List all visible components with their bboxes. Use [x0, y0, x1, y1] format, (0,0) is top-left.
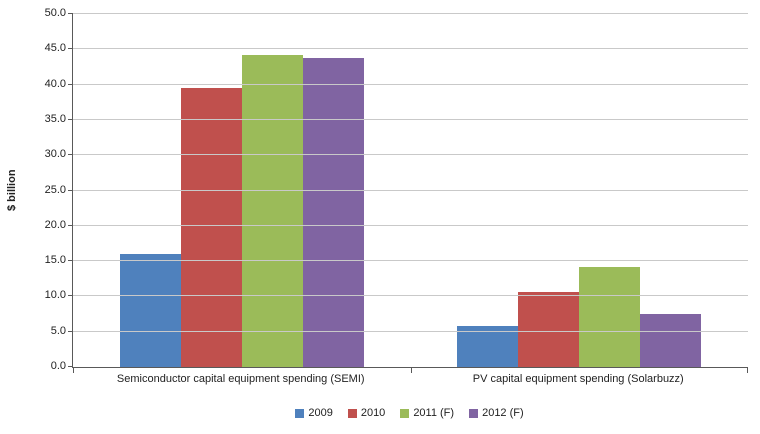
x-axis-tick [410, 368, 412, 373]
y-axis-tick-label: 0.0 [50, 360, 66, 372]
y-axis-tick [68, 118, 73, 120]
x-axis-category-labels: Semiconductor capital equipment spending… [72, 373, 747, 385]
y-axis-tick [68, 154, 73, 156]
gridline [73, 154, 748, 156]
legend-label: 2009 [308, 407, 333, 419]
legend-swatch-icon [400, 408, 410, 418]
x-axis-tick [747, 368, 748, 373]
legend-item: 2011 (F) [400, 407, 454, 419]
y-axis-tick-label: 15.0 [44, 254, 66, 267]
y-axis-tick-label: 35.0 [44, 112, 66, 125]
y-axis-tick [68, 189, 73, 191]
gridline [73, 224, 748, 226]
legend: 2009 2010 2011 (F) 2012 (F) [72, 407, 747, 419]
legend-label: 2010 [360, 407, 386, 419]
legend-item: 2009 [295, 407, 333, 419]
x-axis-tick [73, 368, 74, 373]
gridline [73, 189, 748, 191]
y-axis-tick [68, 330, 73, 332]
y-axis-tick [68, 295, 73, 297]
gridline [73, 48, 748, 50]
bar-2011-f [579, 266, 641, 367]
y-axis-tick-label: 45.0 [44, 42, 66, 55]
y-axis-tick [68, 366, 73, 367]
legend-swatch-icon [469, 408, 479, 418]
bar-2010 [180, 88, 242, 367]
legend-item: 2010 [347, 407, 386, 419]
bar-2011-f [241, 54, 303, 367]
gridline [73, 83, 748, 85]
legend-label: 2012 (F) [482, 407, 524, 419]
bar-groups [73, 14, 748, 367]
category-label: Semiconductor capital equipment spending… [116, 373, 365, 385]
gridline [73, 13, 748, 14]
bar-2012-f [640, 314, 702, 367]
plot-area [68, 13, 748, 373]
legend-swatch-icon [347, 408, 357, 418]
legend-label: 2011 (F) [413, 407, 455, 419]
y-axis-tick-label: 5.0 [50, 324, 66, 337]
y-axis-tick-label: 10.0 [44, 289, 66, 302]
y-axis-tick [68, 13, 73, 14]
gridline [73, 295, 748, 297]
y-axis-tick-label: 20.0 [44, 218, 66, 231]
y-axis-tick-label: 30.0 [44, 148, 66, 161]
category-label: PV capital equipment spending (Solarbuzz… [472, 373, 684, 385]
bar-2009 [457, 326, 519, 367]
gridline [73, 330, 748, 332]
bar-2009 [119, 254, 181, 367]
y-axis-tick-label: 40.0 [44, 77, 66, 90]
legend-swatch-icon [295, 408, 305, 418]
y-axis-tick-label: 25.0 [44, 183, 66, 196]
y-axis-tick-labels: 0.0 5.0 10.0 15.0 20.0 25.0 30.0 35.0 40.0 45.0 50… [0, 7, 66, 372]
bar-group [411, 14, 749, 367]
y-axis-tick [68, 48, 73, 50]
y-axis-tick [68, 260, 73, 262]
gridline [73, 118, 748, 120]
bar-2012-f [302, 58, 364, 367]
bar-group [73, 14, 411, 367]
gridline [73, 260, 748, 262]
bar-2010 [518, 292, 580, 367]
legend-item: 2012 (F) [469, 407, 524, 419]
y-axis-tick-label: 50.0 [44, 7, 66, 19]
y-axis-tick [68, 83, 73, 85]
y-axis-tick [68, 224, 73, 226]
